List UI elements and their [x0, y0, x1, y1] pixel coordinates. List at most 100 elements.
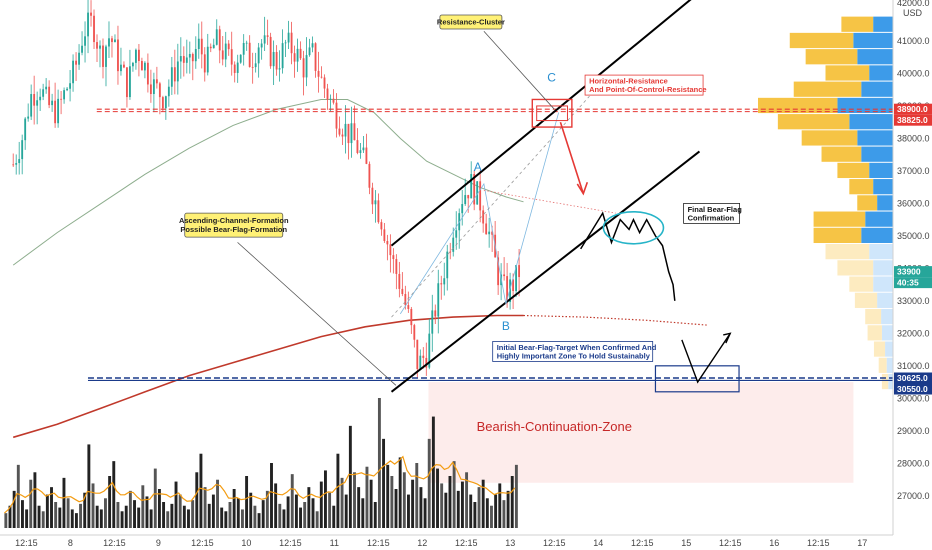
candle-body	[365, 147, 368, 164]
candle-body	[149, 84, 152, 95]
candle-body	[18, 159, 21, 164]
candle-body	[407, 305, 410, 309]
candle-body	[392, 255, 395, 260]
dashed-trend-line	[391, 95, 590, 318]
candle-body	[111, 38, 113, 43]
price-tick-label: 32000.0	[897, 328, 930, 338]
candle-body	[296, 48, 299, 62]
candle-body	[281, 43, 284, 69]
candle-body	[518, 265, 521, 278]
volume-bar	[33, 472, 37, 528]
volume-profile-up	[837, 260, 874, 276]
volume-bar	[456, 490, 460, 528]
volume-profile-up	[793, 81, 862, 97]
volume-bar	[386, 464, 390, 528]
volume-bar	[145, 496, 149, 528]
volume-bar	[290, 474, 294, 528]
candle-body	[410, 308, 413, 326]
volume-bar	[104, 498, 107, 528]
volume-bar	[407, 494, 410, 528]
volume-bar	[415, 463, 419, 528]
candle-body	[215, 29, 218, 45]
resistance-cluster-pointer	[483, 30, 555, 110]
price-tick-label: 35000.0	[897, 231, 930, 241]
volume-profile-down	[849, 114, 893, 130]
candle-body	[359, 150, 362, 153]
volume-bar	[87, 444, 91, 528]
candle-body	[311, 43, 314, 48]
volume-bar	[465, 472, 469, 528]
volume-bar	[203, 487, 207, 528]
volume-bar	[253, 505, 257, 528]
volume-bar	[436, 468, 439, 528]
candle-body	[90, 12, 92, 16]
candle-body	[431, 310, 434, 334]
candle-body	[308, 47, 311, 56]
volume-bar	[137, 507, 141, 528]
candle-body	[482, 210, 485, 224]
volume-bar	[353, 472, 356, 528]
volume-bar	[402, 472, 406, 528]
time-tick-label: 12:15	[15, 538, 38, 548]
candle-body	[440, 283, 443, 285]
volume-bar	[54, 502, 58, 528]
volume-profile-up	[841, 16, 874, 32]
volume-bar	[170, 503, 174, 528]
projected-bear-flag-path	[580, 211, 676, 301]
volume-bar	[236, 498, 240, 528]
candle-body	[284, 42, 287, 44]
target-label-box	[492, 341, 654, 362]
volume-profile-up	[805, 49, 858, 65]
time-tick-label: 8	[68, 538, 73, 548]
volume-bar	[249, 492, 253, 528]
candle-body	[488, 231, 491, 235]
price-tick-top-label: 42000.0	[897, 0, 930, 8]
volume-bar	[166, 511, 170, 528]
volume-bar	[311, 498, 315, 528]
candle-body	[278, 68, 281, 70]
volume-bar	[191, 500, 195, 528]
price-tick-label: 36000.0	[897, 198, 930, 208]
volume-profile-down	[888, 373, 893, 390]
candle-body	[320, 76, 323, 78]
moving-average-line	[12, 314, 524, 439]
volume-profile-layer	[758, 16, 893, 390]
bounce-arrow-head	[723, 332, 732, 344]
candle-body	[143, 62, 146, 71]
volume-bar	[307, 487, 311, 528]
price-tag-label: 30550.0	[897, 384, 928, 394]
candle-body	[87, 12, 89, 37]
volume-profile-down	[877, 292, 893, 308]
volume-bar	[16, 464, 20, 528]
candle-body	[27, 116, 30, 119]
volume-bar	[377, 398, 381, 528]
time-tick-label: 12:15	[191, 538, 214, 548]
candle-body	[398, 273, 401, 289]
resistance-cluster-label: Resistance-Cluster	[437, 17, 505, 26]
volume-profile-down	[873, 260, 893, 276]
volume-bar	[224, 511, 228, 528]
bearish-zone-label: Bearish-Continuation-Zone	[477, 419, 632, 434]
volume-bar	[369, 479, 373, 528]
price-tick-label: 30000.0	[897, 393, 930, 403]
candle-body	[48, 86, 51, 106]
volume-bar	[220, 507, 224, 528]
candle-body	[135, 49, 137, 63]
candle-body	[182, 56, 185, 63]
price-axis: 27000.0 28000.0 29000.0 30000.0 31000.0 32000…	[892, 0, 932, 550]
candle-body	[302, 58, 305, 78]
candle-body	[479, 181, 482, 211]
candle-body	[140, 61, 143, 71]
time-tick-label: 12:15	[543, 538, 566, 548]
volume-profile-up	[867, 325, 882, 341]
candle-body	[176, 61, 179, 82]
candle-body	[126, 67, 128, 98]
volume-moving-average	[3, 455, 516, 514]
volume-bar	[228, 502, 232, 528]
candle-body	[137, 49, 140, 62]
candle-body	[491, 231, 494, 235]
candle-body	[473, 174, 476, 205]
time-tick-label: 15	[681, 538, 691, 548]
candle-body	[455, 230, 458, 238]
volume-bar	[79, 503, 83, 528]
